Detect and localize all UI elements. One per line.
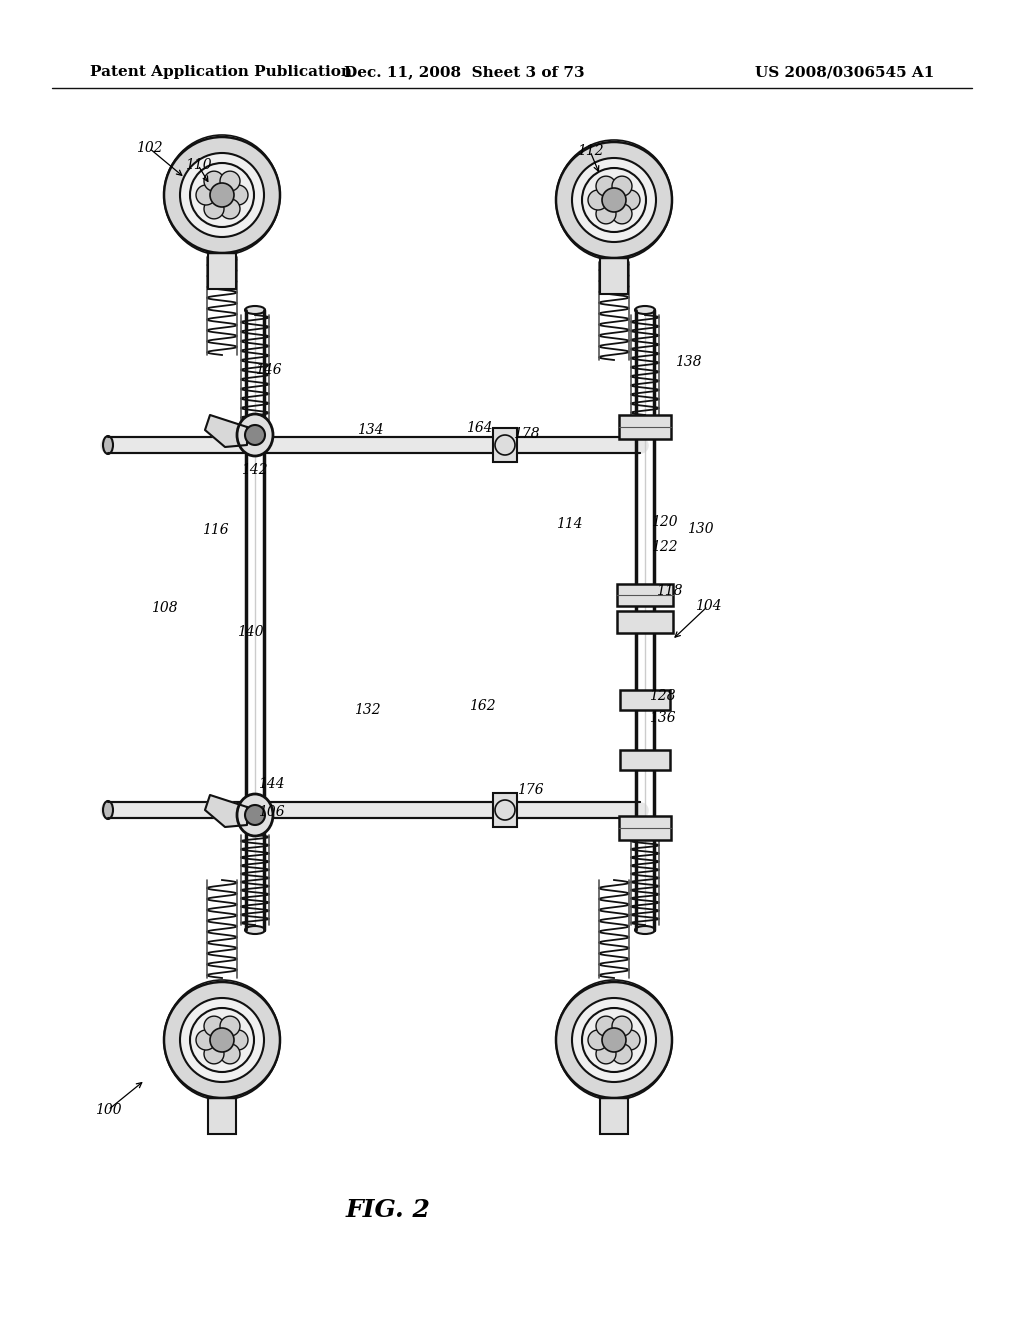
Circle shape [612, 1044, 632, 1064]
Text: FIG. 2: FIG. 2 [345, 1199, 430, 1222]
Text: 104: 104 [694, 599, 721, 612]
Circle shape [620, 190, 640, 210]
Text: 118: 118 [655, 583, 682, 598]
Circle shape [495, 436, 515, 455]
Bar [617, 583, 673, 606]
Circle shape [588, 190, 608, 210]
Bar [618, 414, 671, 440]
Text: 116: 116 [202, 523, 228, 537]
Text: US 2008/0306545 A1: US 2008/0306545 A1 [755, 65, 934, 79]
Circle shape [596, 203, 616, 224]
Text: 108: 108 [151, 601, 177, 615]
Text: 100: 100 [94, 1104, 121, 1117]
Text: 128: 128 [648, 689, 675, 704]
Circle shape [596, 1016, 616, 1036]
Circle shape [556, 982, 672, 1098]
Circle shape [495, 800, 515, 820]
Circle shape [180, 998, 264, 1082]
Text: 102: 102 [136, 141, 163, 154]
Bar [493, 428, 517, 462]
Circle shape [204, 1044, 224, 1064]
Circle shape [620, 1030, 640, 1049]
Circle shape [612, 203, 632, 224]
Ellipse shape [237, 795, 273, 836]
Circle shape [228, 1030, 248, 1049]
Ellipse shape [245, 927, 265, 935]
Text: 134: 134 [356, 422, 383, 437]
Circle shape [164, 982, 280, 1098]
Circle shape [180, 153, 264, 238]
Ellipse shape [103, 801, 113, 818]
Text: 138: 138 [675, 355, 701, 370]
Circle shape [204, 1016, 224, 1036]
Ellipse shape [635, 306, 655, 314]
Text: 112: 112 [577, 144, 603, 158]
Circle shape [220, 199, 240, 219]
Bar [620, 690, 670, 710]
Bar [618, 816, 671, 840]
Text: 110: 110 [184, 158, 211, 172]
Circle shape [572, 998, 656, 1082]
Text: 146: 146 [255, 363, 282, 378]
Ellipse shape [103, 436, 113, 454]
Bar [600, 1098, 628, 1134]
Circle shape [612, 1016, 632, 1036]
Text: 136: 136 [648, 711, 675, 725]
Circle shape [245, 805, 265, 825]
Circle shape [220, 1016, 240, 1036]
Text: 140: 140 [237, 624, 263, 639]
Circle shape [204, 172, 224, 191]
Circle shape [245, 425, 265, 445]
Circle shape [612, 176, 632, 197]
Text: 120: 120 [650, 515, 677, 529]
Circle shape [596, 1044, 616, 1064]
Circle shape [556, 143, 672, 257]
Text: Patent Application Publication: Patent Application Publication [90, 65, 352, 79]
Polygon shape [205, 795, 247, 828]
Text: 144: 144 [258, 777, 285, 791]
Circle shape [588, 1030, 608, 1049]
Text: 142: 142 [241, 463, 267, 477]
Bar [617, 611, 673, 634]
Circle shape [196, 1030, 216, 1049]
Circle shape [220, 172, 240, 191]
Text: 122: 122 [650, 540, 677, 554]
Circle shape [596, 176, 616, 197]
Circle shape [602, 187, 626, 213]
Text: Dec. 11, 2008  Sheet 3 of 73: Dec. 11, 2008 Sheet 3 of 73 [344, 65, 585, 79]
Bar [208, 1098, 236, 1134]
Text: 130: 130 [687, 521, 714, 536]
Bar [208, 253, 236, 289]
Text: 162: 162 [469, 700, 496, 713]
Ellipse shape [635, 927, 655, 935]
Circle shape [602, 1028, 626, 1052]
Bar [493, 793, 517, 828]
Polygon shape [205, 414, 247, 447]
Circle shape [164, 137, 280, 253]
Circle shape [572, 158, 656, 242]
Circle shape [228, 185, 248, 205]
Text: 164: 164 [466, 421, 493, 436]
Bar [620, 750, 670, 770]
Ellipse shape [237, 414, 273, 455]
Circle shape [210, 1028, 234, 1052]
Text: 132: 132 [353, 704, 380, 717]
Circle shape [220, 1044, 240, 1064]
Ellipse shape [245, 306, 265, 314]
Text: 106: 106 [258, 805, 285, 818]
Text: 176: 176 [517, 783, 544, 797]
Text: 114: 114 [556, 517, 583, 531]
Text: 178: 178 [513, 426, 540, 441]
Bar [600, 257, 628, 294]
Circle shape [196, 185, 216, 205]
Circle shape [210, 183, 234, 207]
Circle shape [204, 199, 224, 219]
